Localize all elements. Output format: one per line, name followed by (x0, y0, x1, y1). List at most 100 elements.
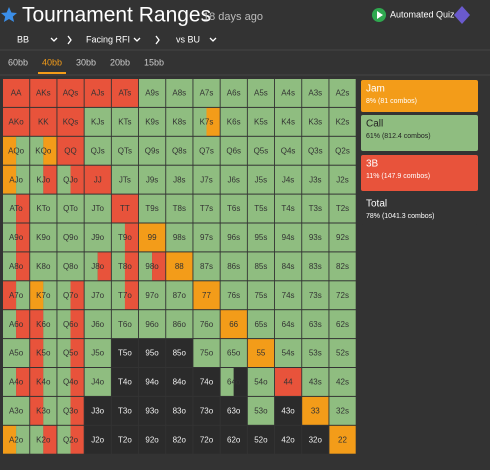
hand-cell[interactable]: T4s (275, 194, 302, 223)
hand-cell[interactable]: 88 (166, 252, 193, 281)
hand-cell[interactable]: T8s (166, 194, 193, 223)
hand-cell[interactable]: J3o (84, 396, 111, 425)
hand-cell[interactable]: 76o (193, 310, 220, 339)
hand-cell[interactable]: J9o (84, 223, 111, 252)
hand-cell[interactable]: Q7o (57, 281, 84, 310)
hand-cell[interactable]: K9o (30, 223, 57, 252)
range-tab[interactable]: 20bb (110, 57, 130, 67)
legend-box[interactable] (361, 155, 478, 191)
quiz-icon[interactable] (454, 6, 470, 24)
hand-cell[interactable]: K6s (220, 107, 247, 136)
hand-cell[interactable]: K6o (30, 310, 57, 339)
hand-cell[interactable]: 43s (302, 368, 329, 396)
hand-cell[interactable]: Q7s (193, 136, 220, 165)
star-icon[interactable] (1, 7, 17, 22)
hand-cell[interactable]: J3s (302, 165, 329, 194)
hand-cell[interactable]: 85s (247, 252, 275, 281)
hand-cell[interactable]: 97o (139, 281, 166, 310)
hand-cell[interactable]: Q8o (57, 252, 84, 281)
hand-cell[interactable]: A2o (3, 425, 30, 454)
hand-cell[interactable]: 87o (166, 281, 193, 310)
hand-cell[interactable]: J9s (139, 165, 166, 194)
hand-cell[interactable]: J5o (84, 339, 111, 367)
hand-cell[interactable]: 52s (329, 339, 356, 367)
hand-cell[interactable]: J8s (166, 165, 193, 194)
hand-cell[interactable]: K2o (30, 425, 57, 454)
hand-cell[interactable]: 74o (193, 368, 220, 396)
hand-cell[interactable]: JTs (111, 165, 139, 194)
hand-cell[interactable]: A5s (247, 79, 275, 107)
hand-cell[interactable]: 62o (220, 425, 247, 454)
hand-cell[interactable]: 53o (247, 396, 275, 425)
hand-cell[interactable]: 98s (166, 223, 193, 252)
hand-cell[interactable]: KTs (111, 107, 139, 136)
hand-cell[interactable]: 65s (247, 310, 275, 339)
hand-cell[interactable]: T6o (111, 310, 139, 339)
hand-cell[interactable]: 32s (329, 396, 356, 425)
hand-cell[interactable]: 54s (275, 339, 302, 367)
hand-cell[interactable]: K4o (30, 368, 57, 396)
hand-cell[interactable]: A2s (329, 79, 356, 107)
hand-cell[interactable]: 82o (166, 425, 193, 454)
hand-cell[interactable]: K5s (247, 107, 275, 136)
hand-cell[interactable]: 76s (220, 281, 247, 310)
hand-cell[interactable]: 94s (275, 223, 302, 252)
hand-cell[interactable]: QTs (111, 136, 139, 165)
hand-cell[interactable]: A4o (3, 368, 30, 396)
hand-cell[interactable]: Q3s (302, 136, 329, 165)
hand-cell[interactable]: 86o (166, 310, 193, 339)
hand-cell[interactable]: Q8s (166, 136, 193, 165)
hand-cell[interactable]: Q6o (57, 310, 84, 339)
hand-cell[interactable]: QJs (84, 136, 111, 165)
hand-cell[interactable]: K2s (329, 107, 356, 136)
hand-cell[interactable]: J2o (84, 425, 111, 454)
hand-cell[interactable]: 96o (139, 310, 166, 339)
hand-cell[interactable]: 92o (139, 425, 166, 454)
hand-cell[interactable]: Q5o (57, 339, 84, 367)
hand-cell[interactable]: J4s (275, 165, 302, 194)
hand-cell[interactable]: T9s (139, 194, 166, 223)
hand-cell[interactable]: 97s (193, 223, 220, 252)
range-tab[interactable]: 40bb (42, 57, 62, 67)
hand-cell[interactable]: 96s (220, 223, 247, 252)
hand-cell[interactable]: 85o (166, 339, 193, 367)
hand-cell[interactable]: K9s (139, 107, 166, 136)
hand-cell[interactable]: KJo (30, 165, 57, 194)
legend-box[interactable] (361, 195, 478, 225)
hand-cell[interactable]: 52o (247, 425, 275, 454)
hand-cell[interactable]: 42s (329, 368, 356, 396)
hand-cell[interactable]: T5s (247, 194, 275, 223)
hand-cell[interactable]: 75o (193, 339, 220, 367)
hand-cell[interactable]: AJo (3, 165, 30, 194)
range-tab[interactable]: 15bb (144, 57, 164, 67)
hand-cell[interactable]: T6s (220, 194, 247, 223)
hand-cell[interactable]: 53s (302, 339, 329, 367)
hand-cell[interactable]: Q4s (275, 136, 302, 165)
hand-cell[interactable]: 64s (275, 310, 302, 339)
hand-cell[interactable]: 99 (139, 223, 166, 252)
hand-cell[interactable]: 83s (302, 252, 329, 281)
hand-cell[interactable]: 82s (329, 252, 356, 281)
hand-cell[interactable]: Q9o (57, 223, 84, 252)
hand-cell[interactable]: 95o (139, 339, 166, 367)
hand-cell[interactable]: AQs (57, 79, 84, 107)
quiz-button[interactable]: Automated Quiz (390, 9, 455, 19)
hand-cell[interactable]: A3s (302, 79, 329, 107)
hand-cell[interactable]: K8o (30, 252, 57, 281)
legend-box[interactable] (361, 80, 478, 112)
hand-cell[interactable]: ATs (111, 79, 139, 107)
hand-cell[interactable]: 95s (247, 223, 275, 252)
hand-cell[interactable]: QTo (57, 194, 84, 223)
hand-cell[interactable]: A7s (193, 79, 220, 107)
hand-cell[interactable]: 62s (329, 310, 356, 339)
filter-villain[interactable]: vs BU (176, 34, 200, 44)
hand-cell[interactable]: T3s (302, 194, 329, 223)
hand-cell[interactable]: A8o (3, 252, 30, 281)
hand-cell[interactable]: 64o (220, 368, 247, 396)
hand-cell[interactable]: 75s (247, 281, 275, 310)
hand-cell[interactable]: T5o (111, 339, 139, 367)
hand-cell[interactable]: K7o (30, 281, 57, 310)
hand-cell[interactable]: A3o (3, 396, 30, 425)
hand-cell[interactable]: A6s (220, 79, 247, 107)
hand-cell[interactable]: 93s (302, 223, 329, 252)
